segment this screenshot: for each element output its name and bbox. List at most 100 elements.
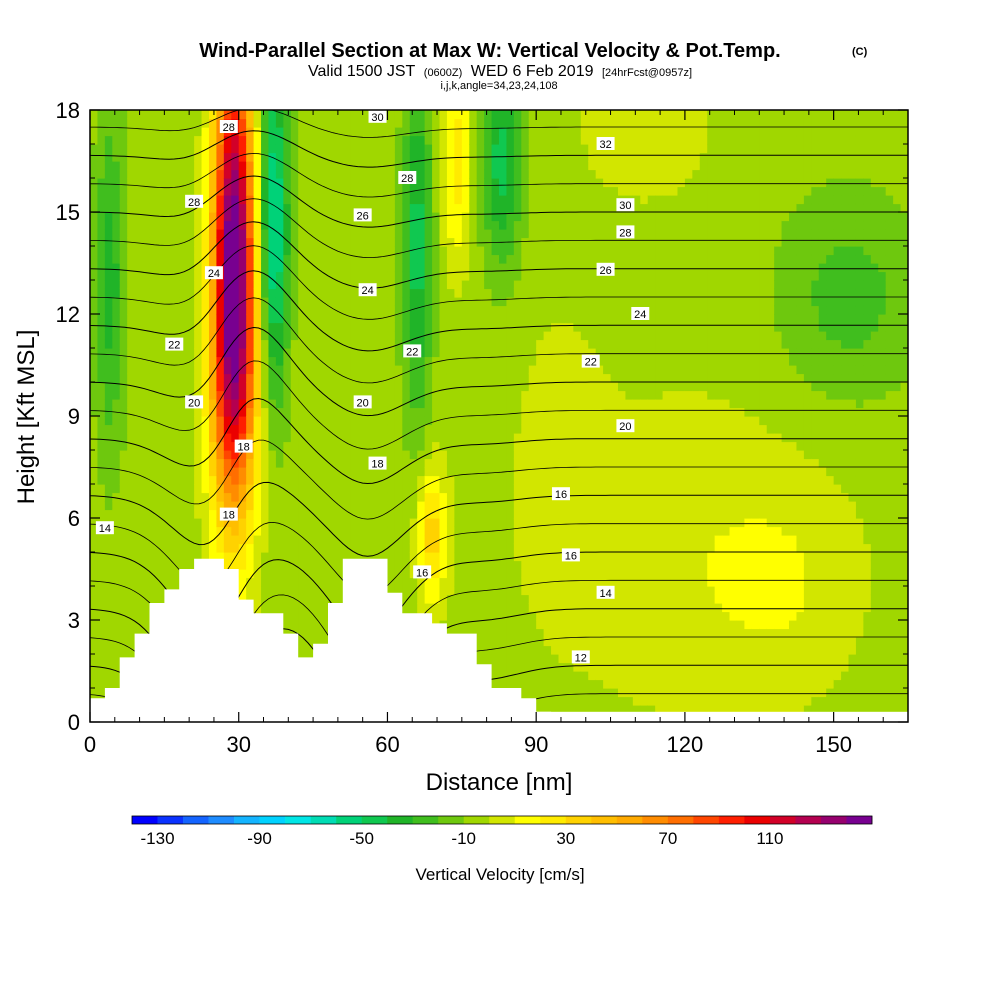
- velocity-cell: [149, 314, 158, 324]
- velocity-cell: [528, 552, 537, 562]
- velocity-cell: [97, 229, 106, 239]
- velocity-cell: [238, 305, 247, 315]
- velocity-cell: [521, 246, 530, 256]
- velocity-cell: [513, 339, 522, 349]
- velocity-cell: [543, 586, 552, 596]
- velocity-cell: [499, 390, 508, 400]
- velocity-cell: [573, 458, 582, 468]
- velocity-cell: [216, 288, 225, 298]
- velocity-cell: [246, 399, 255, 409]
- velocity-cell: [134, 594, 143, 604]
- velocity-cell: [216, 407, 225, 417]
- velocity-cell: [164, 373, 173, 383]
- velocity-cell: [521, 127, 530, 137]
- velocity-cell: [476, 365, 485, 375]
- velocity-cell: [238, 212, 247, 222]
- velocity-cell: [275, 135, 284, 145]
- velocity-cell: [446, 254, 455, 264]
- velocity-cell: [551, 382, 560, 392]
- velocity-cell: [573, 594, 582, 604]
- velocity-cell: [402, 458, 411, 468]
- velocity-cell: [261, 144, 270, 154]
- velocity-cell: [134, 586, 143, 596]
- velocity-cell: [499, 382, 508, 392]
- velocity-cell: [558, 305, 567, 315]
- velocity-cell: [127, 297, 136, 307]
- velocity-cell: [156, 492, 165, 502]
- velocity-cell: [194, 203, 203, 213]
- velocity-cell: [298, 458, 307, 468]
- velocity-cell: [484, 467, 493, 477]
- velocity-cell: [246, 560, 255, 570]
- velocity-cell: [565, 246, 574, 256]
- velocity-cell: [432, 356, 441, 366]
- velocity-cell: [357, 263, 366, 273]
- velocity-cell: [513, 654, 522, 664]
- velocity-cell: [112, 161, 121, 171]
- velocity-cell: [565, 297, 574, 307]
- velocity-cell: [402, 297, 411, 307]
- velocity-cell: [588, 271, 597, 281]
- velocity-cell: [194, 237, 203, 247]
- velocity-cell: [342, 416, 351, 426]
- velocity-cell: [580, 526, 589, 536]
- velocity-cell: [357, 331, 366, 341]
- velocity-cell: [573, 620, 582, 630]
- velocity-cell: [194, 339, 203, 349]
- velocity-cell: [491, 203, 500, 213]
- velocity-cell: [112, 586, 121, 596]
- velocity-cell: [528, 535, 537, 545]
- velocity-cell: [543, 407, 552, 417]
- velocity-cell: [387, 254, 396, 264]
- velocity-cell: [246, 169, 255, 179]
- velocity-cell: [543, 135, 552, 145]
- velocity-cell: [253, 433, 262, 443]
- velocity-cell: [164, 433, 173, 443]
- velocity-cell: [142, 169, 151, 179]
- velocity-cell: [372, 135, 381, 145]
- velocity-cell: [164, 569, 173, 579]
- velocity-cell: [565, 212, 574, 222]
- velocity-cell: [409, 458, 418, 468]
- velocity-cell: [119, 229, 128, 239]
- velocity-cell: [342, 152, 351, 162]
- velocity-cell: [142, 314, 151, 324]
- velocity-cell: [387, 314, 396, 324]
- velocity-cell: [327, 484, 336, 494]
- velocity-cell: [156, 288, 165, 298]
- velocity-cell: [208, 501, 218, 511]
- velocity-cell: [402, 560, 411, 570]
- velocity-cell: [365, 305, 374, 315]
- velocity-cell: [216, 458, 225, 468]
- velocity-cell: [580, 492, 589, 502]
- velocity-cell: [201, 501, 210, 511]
- velocity-cell: [380, 195, 389, 205]
- velocity-cell: [127, 356, 136, 366]
- velocity-cell: [446, 560, 455, 570]
- velocity-cell: [350, 450, 359, 460]
- velocity-cell: [536, 467, 545, 477]
- velocity-cell: [558, 611, 567, 621]
- velocity-cell: [551, 518, 560, 528]
- velocity-cell: [469, 390, 478, 400]
- velocity-cell: [90, 161, 99, 171]
- velocity-cell: [551, 654, 560, 664]
- velocity-cell: [275, 322, 284, 332]
- velocity-cell: [380, 186, 389, 196]
- velocity-cell: [402, 237, 411, 247]
- velocity-cell: [298, 526, 307, 536]
- velocity-cell: [179, 254, 188, 264]
- velocity-cell: [112, 594, 121, 604]
- velocity-cell: [484, 288, 493, 298]
- velocity-cell: [112, 271, 121, 281]
- velocity-cell: [320, 331, 329, 341]
- velocity-cell: [588, 399, 597, 409]
- velocity-cell: [164, 467, 173, 477]
- velocity-cell: [268, 127, 277, 137]
- velocity-cell: [238, 127, 247, 137]
- velocity-cell: [320, 543, 329, 553]
- velocity-cell: [305, 552, 314, 562]
- velocity-cell: [380, 399, 389, 409]
- velocity-cell: [461, 467, 470, 477]
- velocity-cell: [142, 127, 151, 137]
